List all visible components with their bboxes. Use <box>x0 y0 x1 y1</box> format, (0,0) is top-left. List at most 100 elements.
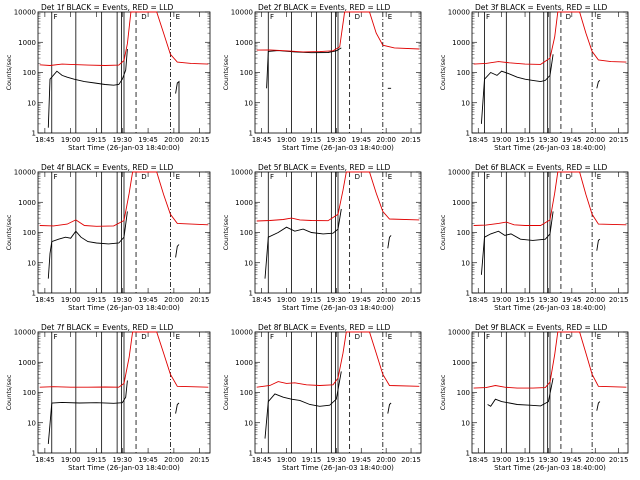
x-tick-label: 20:15 <box>401 296 421 304</box>
x-tick-label: 19:45 <box>562 296 582 304</box>
series-line <box>39 11 209 66</box>
y-tick-label: 10000 <box>448 169 470 177</box>
y-tick-label: 10 <box>244 259 253 267</box>
x-tick-label: 20:00 <box>376 136 396 144</box>
series-line <box>264 371 342 439</box>
series-line <box>256 11 420 53</box>
y-tick-label: 100 <box>240 229 253 237</box>
flag-label: D <box>566 333 571 341</box>
y-tick-label: 1 <box>32 290 36 298</box>
x-tick-label: 19:30 <box>112 456 132 464</box>
chart-title: Det 7f BLACK = Events, RED = LLD <box>41 323 174 332</box>
y-tick-label: 10000 <box>448 9 470 17</box>
series-line <box>487 378 554 407</box>
x-tick-label: 19:30 <box>112 136 132 144</box>
y-tick-label: 1000 <box>18 199 36 207</box>
flag-label: F <box>53 13 57 21</box>
y-tick-label: 1 <box>466 450 470 458</box>
series-line <box>256 331 420 388</box>
x-tick-label: 18:45 <box>252 296 272 304</box>
x-tick-label: 20:00 <box>585 456 605 464</box>
chart-title: Det 5f BLACK = Events, RED = LLD <box>258 163 391 172</box>
y-tick-label: 100 <box>240 389 253 397</box>
y-axis-label: Counts/sec <box>439 374 447 410</box>
x-tick-label: 18:45 <box>252 456 272 464</box>
x-tick-label: 19:30 <box>327 456 347 464</box>
x-tick-label: 19:15 <box>302 456 322 464</box>
x-tick-label: 19:15 <box>302 136 322 144</box>
x-tick-label: 19:30 <box>539 296 559 304</box>
x-tick-label: 18:45 <box>468 296 488 304</box>
x-tick-label: 20:15 <box>401 456 421 464</box>
x-tick-label: 19:45 <box>351 456 371 464</box>
flag-label: D <box>566 173 571 181</box>
chart-title: Det 8f BLACK = Events, RED = LLD <box>258 323 391 332</box>
flag-label: F <box>270 333 274 341</box>
series-line <box>264 208 342 279</box>
x-tick-label: 18:45 <box>468 456 488 464</box>
flag-label: F <box>486 333 490 341</box>
chart-title: Det 2f BLACK = Events, RED = LLD <box>258 3 391 12</box>
flag-label: E <box>388 13 392 21</box>
x-tick-label: 18:45 <box>35 136 55 144</box>
x-tick-label: 20:15 <box>190 296 210 304</box>
y-tick-label: 100 <box>457 69 470 77</box>
x-tick-label: 20:15 <box>609 456 629 464</box>
y-axis-label: Counts/sec <box>222 374 230 410</box>
y-tick-label: 10000 <box>14 329 36 337</box>
x-axis-label: Start Time (26-Jan-03 18:40:00) <box>68 304 180 312</box>
y-tick-label: 1000 <box>452 199 470 207</box>
series-line <box>39 331 209 388</box>
x-tick-label: 20:15 <box>609 136 629 144</box>
x-axis-label: Start Time (26-Jan-03 18:40:00) <box>282 144 394 152</box>
series-line <box>480 54 554 124</box>
flag-label: E <box>176 173 180 181</box>
x-tick-label: 19:30 <box>112 296 132 304</box>
chart-panel-4: Det 4f BLACK = Events, RED = LLD 1 10 100 10… <box>5 163 211 312</box>
x-tick-label: 19:45 <box>138 456 158 464</box>
x-tick-label: 19:15 <box>87 456 107 464</box>
y-tick-label: 10 <box>461 99 470 107</box>
flag-label: E <box>388 173 392 181</box>
flag-label: E <box>597 333 601 341</box>
x-tick-label: 20:15 <box>190 136 210 144</box>
chart-panel-6: Det 6f BLACK = Events, RED = LLD 1 10 100 10… <box>439 163 628 312</box>
x-tick-label: 20:00 <box>376 296 396 304</box>
series-line <box>47 380 128 444</box>
x-tick-label: 19:00 <box>277 296 297 304</box>
series-line <box>47 211 128 279</box>
y-tick-label: 100 <box>457 229 470 237</box>
x-tick-label: 19:30 <box>539 136 559 144</box>
x-tick-label: 19:00 <box>492 296 512 304</box>
x-tick-label: 19:00 <box>61 296 81 304</box>
series-line <box>387 235 392 249</box>
chart-panel-9: Det 9f BLACK = Events, RED = LLD 1 10 100 10… <box>439 323 628 472</box>
y-tick-label: 10000 <box>14 169 36 177</box>
series-line <box>473 11 627 65</box>
series-line <box>596 401 601 411</box>
chart-panel-5: Det 5f BLACK = Events, RED = LLD 1 10 100 10… <box>222 163 422 312</box>
x-axis-label: Start Time (26-Jan-03 18:40:00) <box>68 144 180 152</box>
chart-panel-1: Det 1f BLACK = Events, RED = LLD 1 10 100 10… <box>5 3 211 152</box>
x-tick-label: 20:15 <box>190 456 210 464</box>
flag-label: F <box>53 333 57 341</box>
x-tick-label: 19:15 <box>87 296 107 304</box>
x-tick-label: 18:45 <box>468 136 488 144</box>
x-tick-label: 20:00 <box>585 136 605 144</box>
x-axis-label: Start Time (26-Jan-03 18:40:00) <box>282 304 394 312</box>
chart-panel-8: Det 8f BLACK = Events, RED = LLD 1 10 100 10… <box>222 323 422 472</box>
chart-title: Det 9f BLACK = Events, RED = LLD <box>475 323 608 332</box>
x-tick-label: 20:00 <box>164 456 184 464</box>
series-line <box>175 402 180 414</box>
y-axis-label: Counts/sec <box>5 214 13 250</box>
y-tick-label: 10 <box>27 99 36 107</box>
series-line <box>387 402 392 414</box>
y-tick-label: 10 <box>461 419 470 427</box>
flag-label: E <box>597 173 601 181</box>
x-tick-label: 19:45 <box>562 136 582 144</box>
x-tick-label: 19:30 <box>327 296 347 304</box>
chart-panel-2: Det 2f BLACK = Events, RED = LLD 1 10 100 10… <box>222 3 422 152</box>
x-axis-label: Start Time (26-Jan-03 18:40:00) <box>68 464 180 472</box>
y-tick-label: 10000 <box>231 9 253 17</box>
